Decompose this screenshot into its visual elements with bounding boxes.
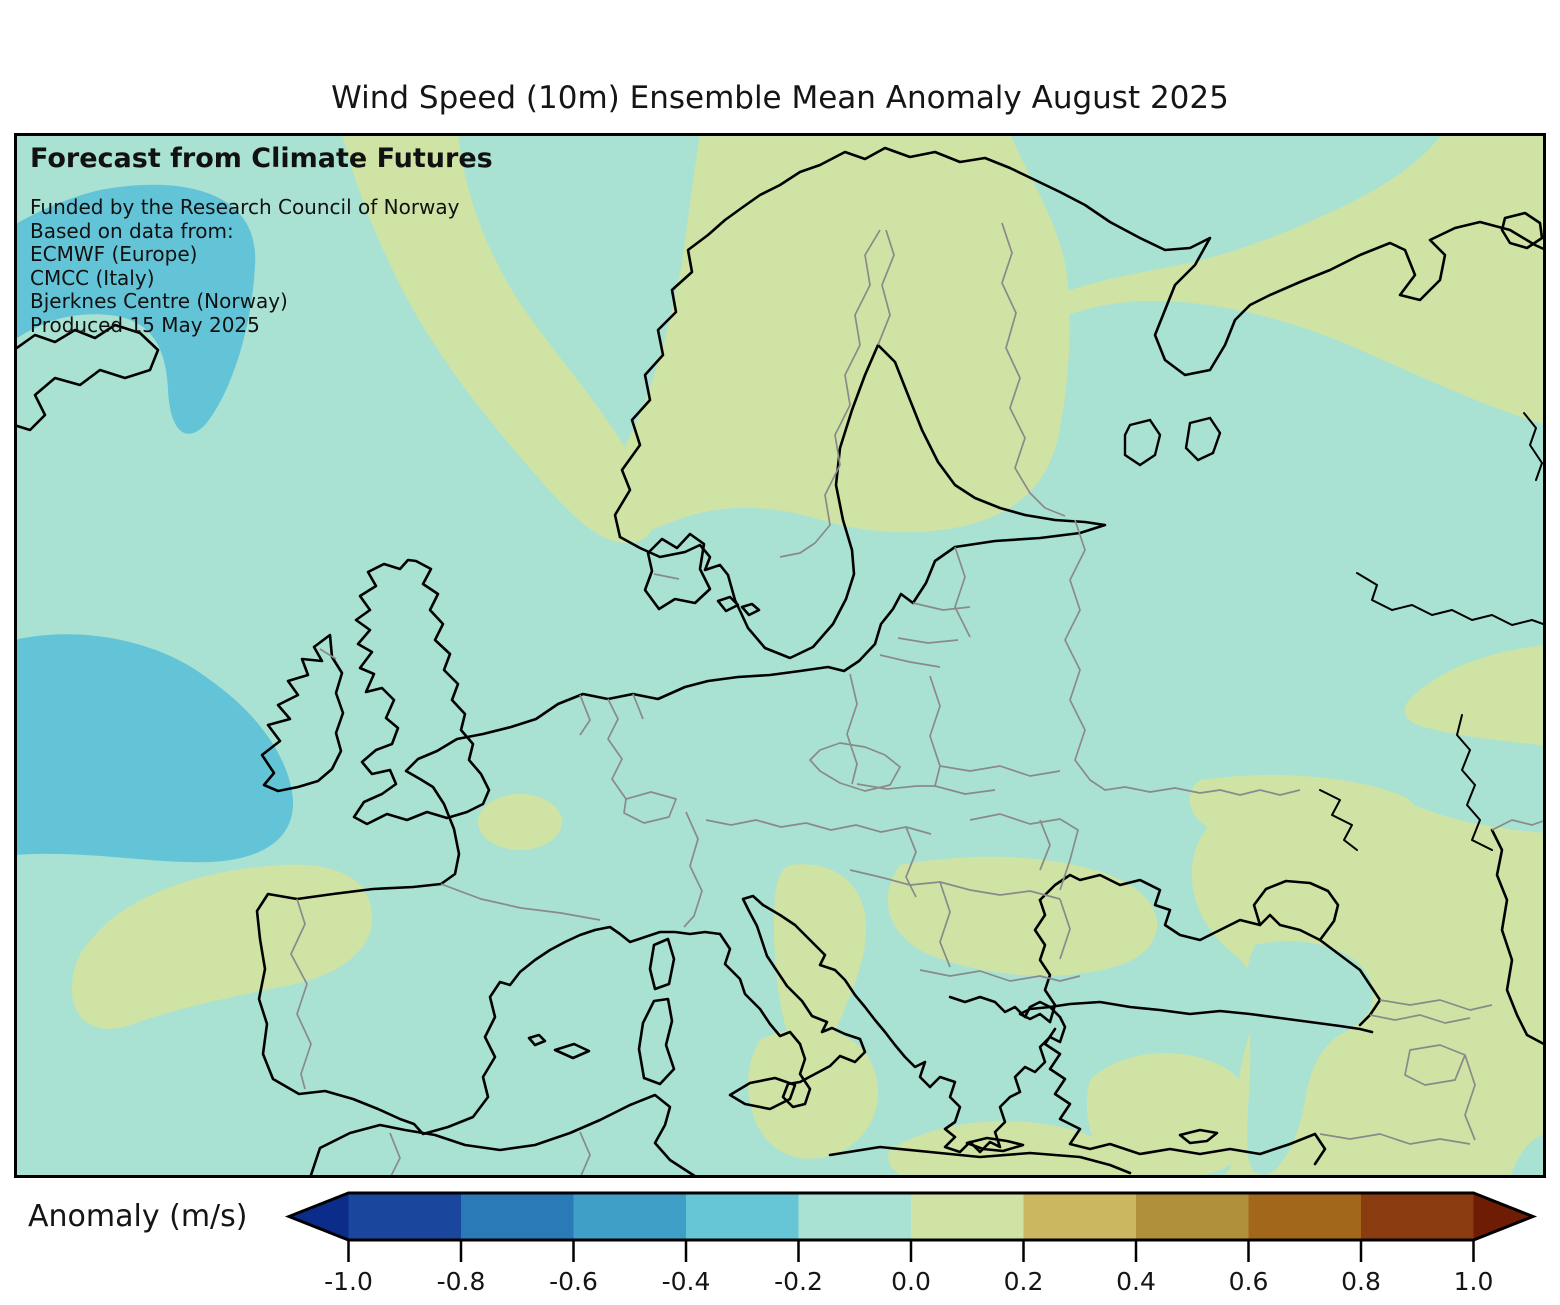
colorbar-tick-label: 0.2 xyxy=(1004,1267,1044,1296)
credits-line: Funded by the Research Council of Norway xyxy=(30,195,460,219)
baltic-atlantic-coast xyxy=(255,343,1107,1136)
credits-line: Bjerknes Centre (Norway) xyxy=(30,289,288,313)
lake-ladoga xyxy=(1123,418,1162,467)
figure-title: Wind Speed (10m) Ensemble Mean Anomaly A… xyxy=(331,80,1229,116)
credits-block: Forecast from Climate Futures Funded by … xyxy=(30,143,493,337)
africa-east-coast xyxy=(828,1145,1132,1175)
colorbar-segment xyxy=(348,1193,461,1240)
danish-islands xyxy=(716,595,761,617)
caspian-coast xyxy=(1490,828,1546,1047)
colorbar-under-arrow xyxy=(289,1193,349,1240)
map-frame: Forecast from Climate Futures Funded by … xyxy=(14,133,1546,1178)
colorbar-segment xyxy=(911,1193,1024,1240)
colorbar-tick-label: 0.4 xyxy=(1116,1267,1156,1296)
italy-coast xyxy=(718,894,867,1109)
kolguyev-island xyxy=(1500,211,1544,250)
black-sea-west-coast xyxy=(1033,898,1057,1024)
colorbar-tick-label: 0.8 xyxy=(1341,1267,1381,1296)
greece-coast xyxy=(928,995,1067,1154)
lake-onega xyxy=(1184,416,1222,462)
colorbar-tick-label: 0.0 xyxy=(891,1267,931,1296)
colorbar-segment xyxy=(1248,1193,1361,1240)
colorbar-segment xyxy=(798,1193,911,1240)
rivers xyxy=(1319,412,1546,851)
colorbar-segment xyxy=(1361,1193,1474,1240)
iceland-coast xyxy=(14,323,160,432)
credits-line: ECMWF (Europe) xyxy=(30,242,198,266)
balearic-islands xyxy=(527,1033,591,1060)
colorbar-tick-label: 1.0 xyxy=(1454,1267,1494,1296)
black-sea-north-coast xyxy=(1038,873,1382,1027)
colorbar-ticks xyxy=(347,1240,1475,1262)
positive-anomaly-regions xyxy=(71,133,1546,1178)
map-border xyxy=(14,133,1546,1178)
colorbar-segment xyxy=(1136,1193,1249,1240)
colorbar: Anomaly (m/s) xyxy=(28,1191,1538,1296)
colorbar-tick-label: 0.6 xyxy=(1229,1267,1269,1296)
corsica-coast xyxy=(648,937,676,991)
colorbar-tick-label: -0.2 xyxy=(774,1267,823,1296)
colorbar-segment xyxy=(461,1193,574,1240)
credits-line: CMCC (Italy) xyxy=(30,265,155,290)
colorbar-label: Anomaly (m/s) xyxy=(28,1199,248,1234)
base-cutout-regions xyxy=(1246,941,1546,1178)
ireland-coast xyxy=(260,633,345,793)
cyprus-coast xyxy=(1178,1128,1219,1145)
credits-line: Produced 15 May 2025 xyxy=(30,312,260,337)
negative-anomaly-regions xyxy=(14,184,294,863)
colorbar-segment xyxy=(686,1193,799,1240)
colorbar-segment xyxy=(573,1193,686,1240)
africa-west-coast xyxy=(308,1093,700,1178)
azov-sea-coast xyxy=(1252,879,1340,942)
colorbar-tick-label: -0.4 xyxy=(662,1267,711,1296)
colorbar-tick-labels: -1.0 -0.8 -0.6 -0.4 -0.2 0.0 0.2 0.4 0.6… xyxy=(324,1267,1493,1296)
coastlines xyxy=(14,146,1546,1178)
colorbar-over-arrow xyxy=(1473,1193,1533,1240)
credits-line: Based on data from: xyxy=(30,218,234,243)
credits-heading: Forecast from Climate Futures xyxy=(30,143,493,174)
turkey-north-coast xyxy=(1018,1000,1374,1034)
colorbar-segments xyxy=(348,1193,1474,1240)
crete-coast xyxy=(965,1136,1025,1153)
lakes xyxy=(1123,416,1222,467)
colorbar-segment xyxy=(1023,1193,1136,1240)
norway-arctic-coast xyxy=(613,146,1546,539)
sardinia-coast xyxy=(637,997,676,1086)
colorbar-tick-label: -0.8 xyxy=(437,1267,486,1296)
adriatic-east-coast xyxy=(761,903,932,1089)
denmark-coast xyxy=(643,532,712,611)
country-borders xyxy=(290,222,1546,1178)
europe-anomaly-map xyxy=(14,133,1546,1178)
colorbar-tick-label: -1.0 xyxy=(324,1267,373,1296)
sicily-coast xyxy=(728,1076,797,1111)
turkey-west-south-coast xyxy=(1043,1027,1327,1166)
colorbar-tick-label: -0.6 xyxy=(549,1267,598,1296)
great-britain-coast xyxy=(352,558,491,826)
